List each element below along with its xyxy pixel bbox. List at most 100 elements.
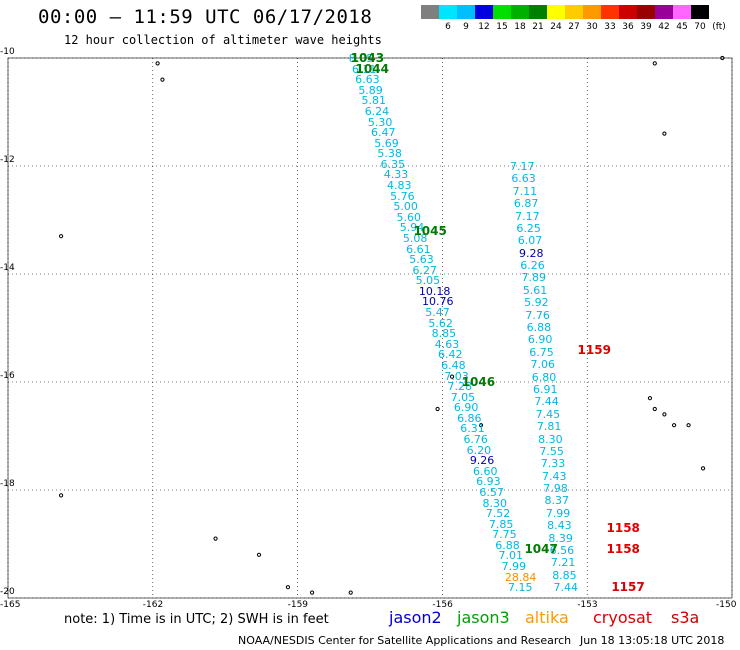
wave-height-value: 7.55 bbox=[539, 444, 564, 458]
wave-height-value: 4.83 bbox=[386, 179, 412, 192]
wave-height-value: 7.05 bbox=[450, 390, 476, 404]
credit-date: Jun 18 13:05:18 UTC 2018 bbox=[580, 634, 725, 647]
wave-height-value: 7.76 bbox=[525, 308, 550, 322]
wave-height-value: 8.85 bbox=[431, 327, 457, 341]
color-swatch bbox=[655, 5, 673, 19]
island-outline bbox=[652, 61, 657, 66]
wave-height-value: 7.85 bbox=[488, 517, 514, 531]
island-outline bbox=[700, 466, 706, 471]
color-scale-label: 12 bbox=[478, 22, 490, 32]
island-outline bbox=[285, 585, 291, 590]
credit-line: NOAA/NESDIS Center for Satellite Applica… bbox=[238, 634, 572, 647]
legend-s3a: s3a bbox=[671, 608, 700, 627]
color-scale-label: 18 bbox=[514, 22, 526, 32]
wave-height-value: 7.98 bbox=[543, 482, 568, 496]
wave-height-value: 7.03 bbox=[444, 369, 469, 383]
wave-height-value: 7.21 bbox=[550, 556, 576, 570]
island-outline bbox=[449, 374, 455, 379]
wave-height-value: 6.47 bbox=[371, 126, 396, 140]
color-swatch bbox=[547, 5, 565, 19]
pass-number: 1158 bbox=[606, 520, 640, 535]
wave-height-value: 5.81 bbox=[361, 94, 387, 108]
wave-height-value: 6.76 bbox=[463, 433, 488, 447]
island-outline bbox=[435, 406, 440, 412]
color-swatch bbox=[601, 5, 619, 19]
wave-height-value: 6.56 bbox=[549, 544, 575, 558]
island-outline bbox=[647, 396, 653, 401]
wave-height-value: 5.63 bbox=[409, 253, 434, 267]
latitude-label: -14 bbox=[0, 263, 15, 273]
color-scale-label: 27 bbox=[568, 22, 580, 32]
longitude-label: -159 bbox=[287, 600, 309, 610]
wave-height-value: 5.69 bbox=[374, 136, 399, 150]
wave-height-value: 6.80 bbox=[531, 370, 557, 384]
color-swatch bbox=[691, 5, 709, 19]
pass-number: 1047 bbox=[524, 542, 558, 557]
wave-height-value: 6.63 bbox=[355, 73, 380, 87]
wave-height-value: 6.88 bbox=[495, 538, 520, 552]
wave-height-value: 7.52 bbox=[485, 507, 511, 521]
wave-height-value: 7.44 bbox=[534, 395, 559, 409]
island-outline bbox=[671, 423, 677, 428]
color-scale-label: 42 bbox=[658, 22, 670, 32]
color-scale-label: 15 bbox=[496, 22, 508, 32]
wave-height-value: 5.30 bbox=[367, 115, 393, 129]
island-outline bbox=[662, 412, 667, 417]
wave-height-value: 5.00 bbox=[393, 200, 418, 214]
wave-height-value: 6.27 bbox=[412, 263, 437, 277]
color-scale-label: 45 bbox=[676, 22, 688, 32]
color-swatch bbox=[511, 5, 529, 19]
longitude-label: -165 bbox=[0, 600, 21, 610]
color-swatch bbox=[475, 5, 493, 19]
color-scale-label: 9 bbox=[463, 22, 469, 32]
latitude-label: -20 bbox=[0, 587, 15, 597]
wave-height-value: 6.24 bbox=[364, 104, 390, 118]
wave-height-value: 7.28 bbox=[447, 380, 473, 394]
wave-height-value: 6.86 bbox=[457, 411, 482, 425]
longitude-label: -150 bbox=[716, 600, 737, 610]
wave-height-value: 7.89 bbox=[521, 271, 547, 285]
wave-height-value: 7.44 bbox=[553, 581, 578, 595]
longitude-label: -162 bbox=[142, 600, 164, 610]
color-swatch bbox=[565, 5, 583, 19]
wave-height-value: 8.85 bbox=[552, 568, 577, 582]
latitude-label: -12 bbox=[0, 155, 15, 165]
wave-height-value: 7.11 bbox=[512, 184, 538, 198]
island-outline bbox=[58, 493, 64, 498]
color-swatch bbox=[583, 5, 601, 19]
wave-height-value: 6.90 bbox=[453, 401, 479, 415]
wave-height-value: 6.63 bbox=[511, 172, 536, 186]
wave-height-value: 6.35 bbox=[380, 157, 406, 171]
page-subtitle: 12 hour collection of altimeter wave hei… bbox=[64, 33, 382, 47]
color-swatch bbox=[619, 5, 637, 19]
pass-number: 1044 bbox=[355, 61, 389, 76]
color-scale-bar: 6 9 12 15 18 21 24 27 30 33 36 39 42 45 70 (ft) bbox=[0, 0, 740, 40]
island-outline bbox=[478, 423, 484, 428]
wave-height-value: 8.43 bbox=[547, 519, 572, 533]
wave-height-value: 6.75 bbox=[529, 345, 554, 359]
footnote: note: 1) Time is in UTC; 2) SWH is in fe… bbox=[64, 612, 329, 627]
latitude-label: -18 bbox=[0, 479, 15, 489]
color-scale-label: 33 bbox=[604, 22, 616, 32]
wave-height-value: 10.18 bbox=[418, 284, 451, 298]
island-outline bbox=[686, 423, 691, 428]
wave-height-value: 5.47 bbox=[425, 306, 450, 320]
wave-height-value: 5.62 bbox=[428, 316, 453, 330]
wave-height-value: 6.87 bbox=[513, 197, 539, 211]
latitude-label: -10 bbox=[0, 47, 15, 57]
wave-height-value: 7.01 bbox=[498, 549, 523, 563]
wave-height-value: 7.17 bbox=[510, 160, 535, 173]
wave-height-value: 6.60 bbox=[472, 464, 498, 478]
wave-height-value: 5.92 bbox=[524, 296, 549, 310]
island-outline bbox=[160, 77, 165, 82]
wave-height-value: 7.33 bbox=[540, 457, 566, 471]
island-outline bbox=[348, 590, 353, 595]
wave-height-value: 4.33 bbox=[383, 168, 409, 182]
wave-height-value: 6.42 bbox=[437, 348, 463, 362]
wave-height-value: 6.57 bbox=[479, 485, 504, 499]
wave-height-value: 9.28 bbox=[518, 246, 544, 260]
island-outline bbox=[256, 552, 262, 557]
wave-height-value: 7.81 bbox=[536, 420, 562, 434]
island-outline bbox=[652, 406, 657, 412]
